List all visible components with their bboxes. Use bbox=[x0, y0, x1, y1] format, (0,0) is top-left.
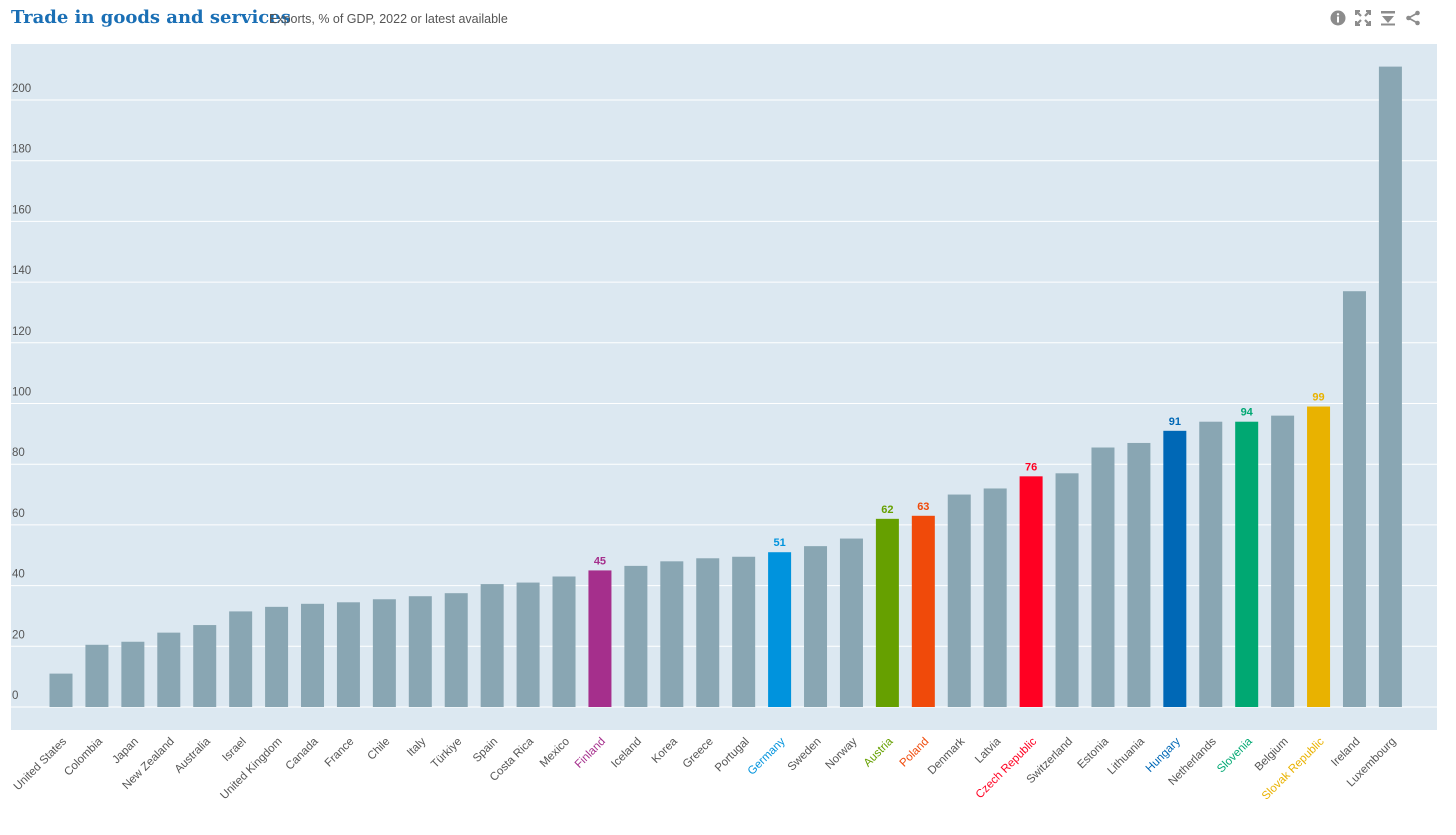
bar-netherlands bbox=[1199, 421, 1223, 707]
bar-slovenia bbox=[1235, 421, 1259, 707]
bar-italy bbox=[408, 596, 432, 707]
x-tick-label-sweden: Sweden bbox=[786, 736, 824, 774]
bar-latvia bbox=[983, 488, 1007, 707]
bar-costa-rica bbox=[516, 582, 540, 707]
plot-area bbox=[11, 44, 1437, 730]
bar-poland bbox=[911, 515, 935, 707]
bar-chile bbox=[372, 599, 396, 707]
x-tick-label-chile: Chile bbox=[365, 736, 392, 763]
x-tick-label-turkiye: Türkiye bbox=[429, 736, 464, 771]
x-tick-label-iceland: Iceland bbox=[609, 736, 644, 771]
bar-denmark bbox=[947, 494, 971, 707]
y-tick-label: 200 bbox=[12, 83, 31, 95]
x-tick-label-ireland: Ireland bbox=[1329, 736, 1362, 769]
chart-toolbar bbox=[1329, 9, 1422, 27]
x-tick-label-australia: Australia bbox=[173, 735, 214, 776]
data-label-austria: 62 bbox=[881, 504, 893, 516]
x-tick-label-denmark: Denmark bbox=[926, 735, 968, 777]
bar-japan bbox=[121, 641, 145, 707]
x-tick-label-greece: Greece bbox=[681, 736, 716, 771]
x-tick-label-norway: Norway bbox=[824, 735, 860, 771]
data-label-hungary: 91 bbox=[1169, 416, 1181, 428]
x-tick-label-colombia: Colombia bbox=[62, 735, 105, 778]
bar-mexico bbox=[552, 576, 576, 707]
x-tick-label-japan: Japan bbox=[110, 736, 141, 767]
y-tick-label: 60 bbox=[12, 508, 25, 520]
bar-new-zealand bbox=[157, 632, 181, 707]
chart-header: Trade in goods and services Exports, % o… bbox=[0, 0, 1456, 40]
bar-lithuania bbox=[1127, 442, 1151, 707]
y-tick-label: 80 bbox=[12, 447, 25, 459]
y-tick-label: 20 bbox=[12, 629, 25, 641]
bar-czech-republic bbox=[1019, 476, 1043, 707]
download-icon[interactable] bbox=[1379, 9, 1397, 27]
data-label-slovenia: 94 bbox=[1241, 407, 1254, 419]
bar-france bbox=[336, 602, 360, 707]
data-label-finland: 45 bbox=[594, 555, 606, 567]
bar-estonia bbox=[1091, 447, 1115, 707]
bar-slovak-republic bbox=[1307, 406, 1331, 707]
x-tick-label-austria: Austria bbox=[862, 735, 896, 769]
data-label-slovak-republic: 99 bbox=[1312, 392, 1324, 404]
x-tick-label-germany: Germany bbox=[746, 735, 788, 777]
x-tick-label-slovenia: Slovenia bbox=[1215, 735, 1255, 775]
x-tick-label-italy: Italy bbox=[405, 735, 429, 759]
bar-switzerland bbox=[1055, 473, 1079, 707]
y-tick-label: 180 bbox=[12, 144, 31, 156]
fullscreen-icon[interactable] bbox=[1354, 9, 1372, 27]
x-tick-label-czech-republic: Czech Republic bbox=[974, 735, 1040, 801]
x-tick-label-finland: Finland bbox=[573, 736, 608, 771]
x-tick-label-france: France bbox=[323, 736, 357, 770]
y-tick-label: 100 bbox=[12, 387, 31, 399]
y-tick-label: 140 bbox=[12, 265, 31, 277]
bar-korea bbox=[660, 561, 684, 707]
data-label-poland: 63 bbox=[917, 501, 929, 513]
x-tick-label-slovak-republic: Slovak Republic bbox=[1260, 735, 1327, 802]
x-tick-label-spain: Spain bbox=[471, 736, 500, 765]
bar-australia bbox=[193, 625, 217, 707]
x-tick-label-lithuania: Lithuania bbox=[1106, 735, 1148, 777]
bar-turkiye bbox=[444, 593, 468, 707]
chart-subtitle: Exports, % of GDP, 2022 or latest availa… bbox=[269, 12, 508, 26]
bar-united-states bbox=[49, 673, 73, 707]
bar-united-kingdom bbox=[265, 606, 289, 707]
y-tick-label: 160 bbox=[12, 204, 31, 216]
share-icon[interactable] bbox=[1404, 9, 1422, 27]
bar-colombia bbox=[85, 644, 109, 707]
y-tick-label: 40 bbox=[12, 569, 25, 581]
data-label-czech-republic: 76 bbox=[1025, 461, 1037, 473]
y-tick-label: 0 bbox=[12, 690, 18, 702]
bar-spain bbox=[480, 584, 504, 707]
bar-greece bbox=[696, 558, 720, 707]
data-label-germany: 51 bbox=[773, 537, 785, 549]
y-tick-label: 120 bbox=[12, 326, 31, 338]
x-tick-label-israel: Israel bbox=[220, 736, 248, 764]
x-tick-label-korea: Korea bbox=[650, 735, 681, 766]
x-tick-label-mexico: Mexico bbox=[538, 736, 572, 770]
x-tick-label-canada: Canada bbox=[284, 735, 321, 772]
bar-hungary bbox=[1163, 430, 1187, 707]
x-tick-label-poland: Poland bbox=[898, 736, 932, 770]
bar-iceland bbox=[624, 565, 648, 707]
bar-norway bbox=[839, 538, 863, 707]
info-icon[interactable] bbox=[1329, 9, 1347, 27]
bar-germany bbox=[768, 552, 792, 707]
x-tick-label-united-kingdom: United Kingdom bbox=[218, 736, 284, 802]
x-tick-label-latvia: Latvia bbox=[973, 735, 1004, 766]
bar-austria bbox=[875, 518, 899, 707]
bar-israel bbox=[229, 611, 253, 707]
x-tick-label-united-states: United States bbox=[12, 735, 69, 792]
bar-portugal bbox=[732, 556, 756, 707]
bar-sweden bbox=[804, 546, 828, 707]
bar-belgium bbox=[1271, 415, 1295, 707]
bar-canada bbox=[301, 603, 325, 707]
bar-luxembourg bbox=[1378, 66, 1402, 708]
bar-finland bbox=[588, 570, 612, 707]
bar-ireland bbox=[1342, 291, 1366, 707]
chart-title: Trade in goods and services bbox=[11, 7, 291, 28]
x-tick-label-estonia: Estonia bbox=[1075, 735, 1111, 771]
